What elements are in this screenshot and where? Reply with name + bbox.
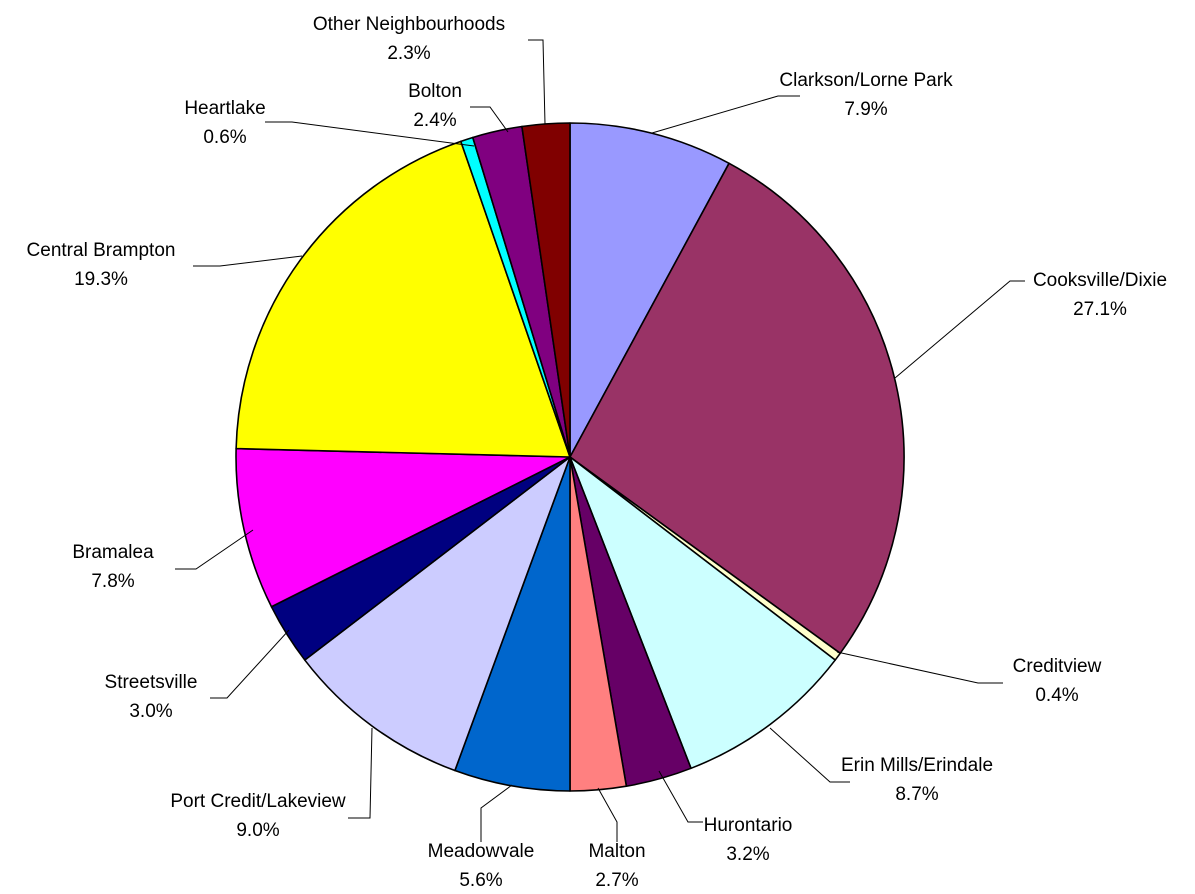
slice-value-label: 2.7% bbox=[595, 870, 638, 891]
slice-name-label: Hurontario bbox=[704, 815, 793, 836]
slice-name-label: Meadowvale bbox=[428, 841, 535, 862]
leader-line-other-neighbourhoods bbox=[528, 39, 546, 125]
slice-value-label: 2.3% bbox=[387, 43, 430, 64]
slice-name-label: Clarkson/Lorne Park bbox=[779, 70, 953, 91]
slice-name-label: Other Neighbourhoods bbox=[313, 14, 505, 35]
slice-bramalea bbox=[235, 447, 571, 608]
slice-value-label: 19.3% bbox=[74, 269, 128, 290]
leader-line-malton bbox=[597, 787, 618, 842]
slice-erin-mills-erindale bbox=[569, 456, 836, 770]
leader-line-central-brampton bbox=[193, 255, 303, 267]
slice-value-label: 27.1% bbox=[1073, 299, 1127, 320]
slice-labels: Clarkson/Lorne Park 7.9% Cooksville/Dixie 2… bbox=[27, 14, 1168, 891]
leader-line-hurontario bbox=[658, 770, 703, 823]
slice-value-label: 5.6% bbox=[459, 870, 502, 891]
leader-line-clarkson-lorne-park bbox=[651, 95, 800, 134]
slice-name-label: Bramalea bbox=[72, 542, 154, 563]
slice-name-label: Heartlake bbox=[184, 98, 265, 119]
leader-line-bolton bbox=[470, 106, 509, 133]
slice-value-label: 0.4% bbox=[1035, 685, 1078, 706]
slice-value-label: 7.9% bbox=[844, 99, 887, 120]
slice-value-label: 2.4% bbox=[413, 110, 456, 131]
leader-line-cooksville-dixie bbox=[894, 280, 1025, 379]
pie-slices bbox=[235, 122, 905, 792]
slice-name-label: Streetsville bbox=[105, 672, 198, 693]
slice-name-label: Central Brampton bbox=[27, 240, 176, 261]
slice-value-label: 8.7% bbox=[895, 784, 938, 805]
slice-central-brampton bbox=[235, 140, 571, 458]
slice-value-label: 7.8% bbox=[91, 571, 134, 592]
leader-line-creditview bbox=[836, 651, 1003, 684]
slice-port-credit-lakeview bbox=[304, 456, 571, 772]
slice-name-label: Port Credit/Lakeview bbox=[170, 791, 346, 812]
slice-name-label: Cooksville/Dixie bbox=[1033, 270, 1167, 291]
leader-line-erin-mills-erindale bbox=[769, 727, 850, 783]
leader-line-bramalea bbox=[175, 529, 254, 570]
slice-value-label: 9.0% bbox=[236, 820, 279, 841]
leader-line-streetsville bbox=[210, 629, 290, 699]
leader-line-meadowvale bbox=[480, 784, 513, 842]
leader-lines bbox=[175, 39, 1025, 842]
leader-line-heartlake bbox=[265, 121, 475, 147]
slice-other-neighbourhoods bbox=[521, 122, 571, 458]
slice-name-label: Malton bbox=[588, 841, 645, 862]
slice-cooksville-dixie bbox=[569, 162, 905, 655]
slice-name-label: Erin Mills/Erindale bbox=[841, 755, 993, 776]
slice-value-label: 3.2% bbox=[726, 844, 769, 865]
slice-name-label: Creditview bbox=[1013, 656, 1102, 677]
slice-clarkson-lorne-park bbox=[569, 122, 730, 458]
slice-name-label: Bolton bbox=[408, 81, 462, 102]
slice-value-label: 0.6% bbox=[203, 127, 246, 148]
slice-value-label: 3.0% bbox=[129, 701, 172, 722]
leader-line-port-credit-lakeview bbox=[348, 727, 373, 819]
